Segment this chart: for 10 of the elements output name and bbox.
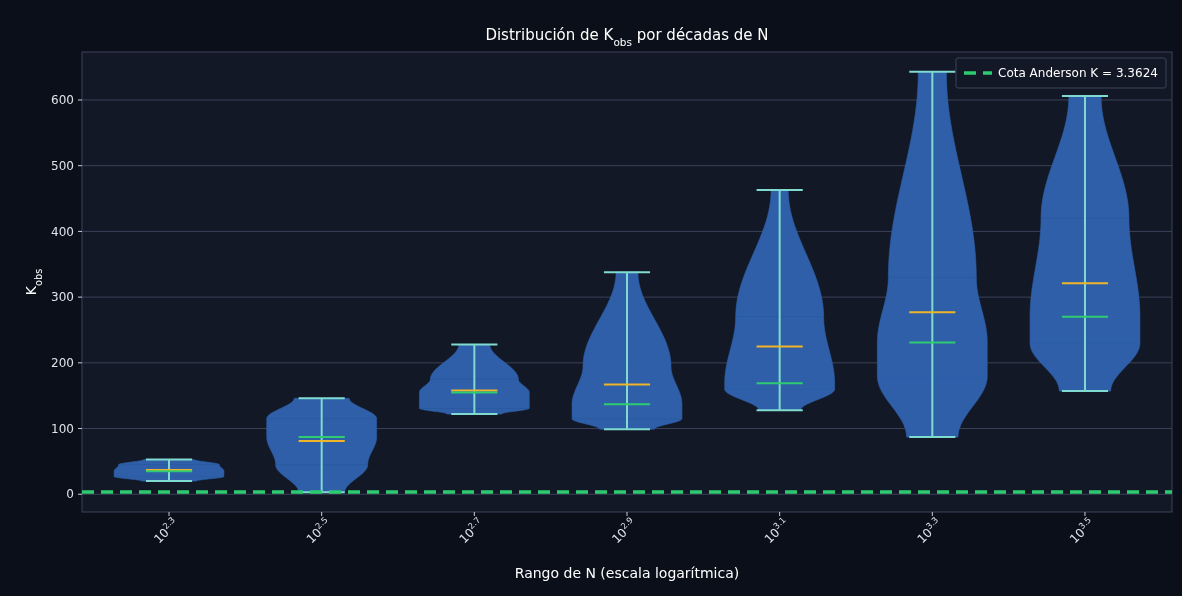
y-tick-label: 300	[51, 290, 74, 305]
y-tick-label: 100	[51, 421, 74, 436]
y-tick-label: 400	[51, 224, 74, 239]
chart-title: Distribución de K$_{obs}$ por décadas de N	[485, 26, 769, 48]
legend-label: Cota Anderson K = 3.3624	[998, 66, 1158, 81]
y-tick-label: 500	[51, 158, 74, 173]
y-tick-label: 600	[51, 93, 74, 108]
y-tick-label: 0	[66, 487, 74, 502]
y-tick-label: 200	[51, 356, 74, 371]
x-axis-title: Rango de N (escala logarítmica)	[514, 565, 740, 581]
